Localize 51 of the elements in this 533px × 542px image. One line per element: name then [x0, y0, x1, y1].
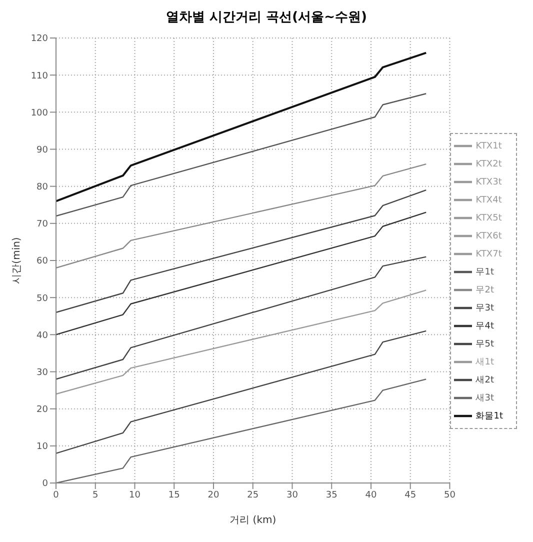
line-series	[56, 93, 427, 217]
y-tick-label: 90	[36, 145, 48, 156]
x-tick-label: 45	[404, 490, 416, 500]
y-tick-label: 110	[30, 71, 48, 82]
x-tick-label: 15	[168, 490, 180, 500]
line-series	[56, 290, 427, 395]
legend-label: KTX7t	[476, 248, 502, 259]
y-tick-label: 80	[36, 182, 48, 193]
legend-label: 새1t	[476, 356, 494, 367]
legend-label: 무3t	[476, 302, 494, 313]
y-tick-label: 120	[30, 34, 48, 44]
legend-label: KTX2t	[476, 158, 502, 169]
legend-label: 무4t	[476, 320, 494, 331]
line-series	[56, 256, 427, 380]
x-tick-label: 5	[92, 490, 98, 500]
line-series	[56, 189, 427, 314]
y-axis-title: 시간(min)	[12, 237, 23, 284]
line-series	[56, 212, 427, 336]
legend-label: 새3t	[476, 392, 494, 403]
legend-label: 무5t	[476, 338, 494, 349]
legend-label: KTX3t	[476, 176, 502, 187]
x-tick-label: 40	[365, 490, 377, 500]
y-tick-label: 0	[42, 479, 48, 490]
legend-label: KTX4t	[476, 194, 502, 205]
y-tick-label: 40	[36, 330, 48, 341]
y-tick-label: 20	[36, 405, 48, 416]
legend-label: 새2t	[476, 374, 494, 385]
chart-title: 열차별 시간거리 곡선(서울~수원)	[165, 9, 368, 26]
legend-label: KTX5t	[476, 212, 502, 223]
x-axis-title: 거리 (km)	[230, 515, 276, 526]
legend-label: KTX1t	[476, 140, 502, 151]
legend-label: 무2t	[476, 284, 494, 295]
y-tick-label: 10	[36, 442, 48, 452]
y-tick-label: 60	[36, 256, 48, 267]
x-tick-label: 25	[247, 490, 259, 500]
y-tick-label: 100	[30, 108, 48, 118]
line-series	[56, 330, 427, 454]
y-tick-label: 30	[36, 368, 48, 378]
legend-label: KTX6t	[476, 230, 502, 241]
line-series	[56, 378, 427, 483]
y-tick-label: 70	[36, 220, 48, 230]
line-series	[56, 52, 428, 202]
x-tick-label: 10	[129, 490, 141, 500]
x-tick-label: 30	[286, 490, 298, 500]
y-tick-label: 50	[36, 294, 48, 304]
x-tick-label: 0	[53, 490, 60, 500]
legend-label: 무1t	[476, 266, 494, 277]
x-tick-label: 50	[444, 490, 456, 500]
x-tick-label: 20	[208, 490, 220, 500]
legend-label: 화물1t	[476, 410, 503, 421]
x-tick-label: 35	[326, 490, 338, 500]
